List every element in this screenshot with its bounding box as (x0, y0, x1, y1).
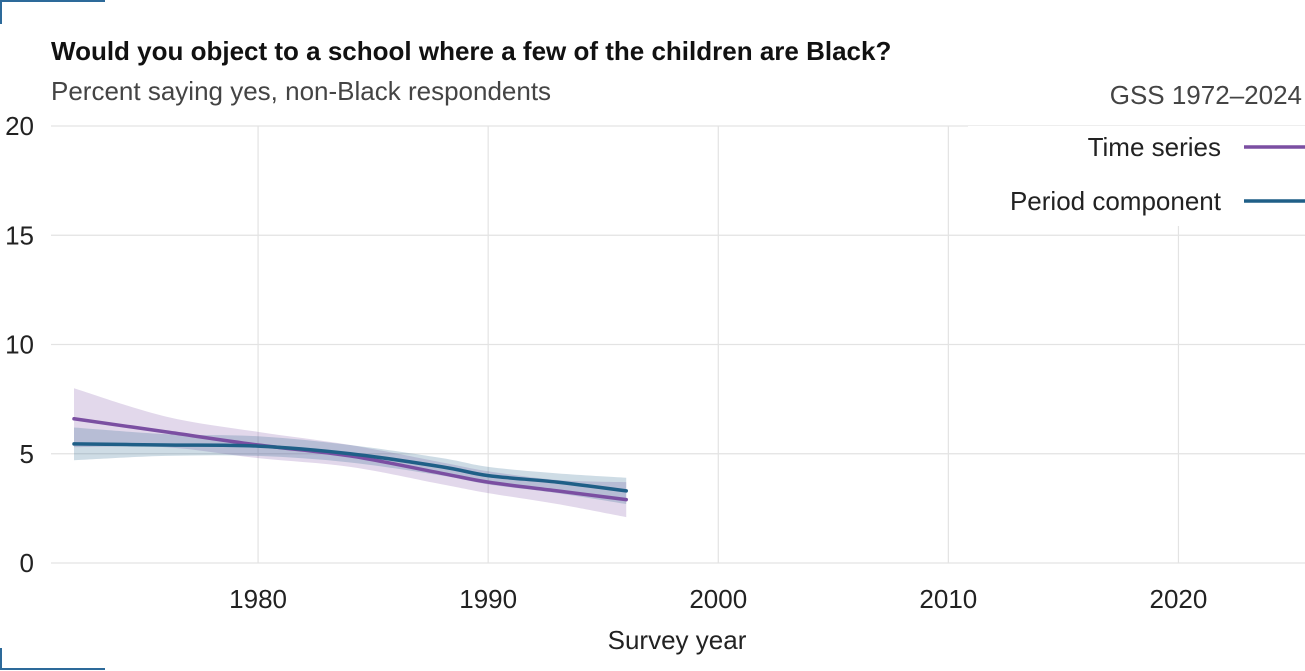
x-tick-label-2000: 2000 (689, 584, 747, 614)
legend-title: GSS 1972–2024 (1109, 80, 1302, 110)
line-series-0 (72, 417, 628, 502)
x-tick-label-1980: 1980 (229, 584, 287, 614)
corner-mark-bottom (0, 668, 105, 670)
corner-mark-bottom-left (0, 648, 2, 670)
grid (51, 125, 1305, 564)
corner-mark-top (0, 0, 105, 2)
corner-mark-top-left (0, 0, 2, 24)
x-tick-label-2010: 2010 (919, 584, 977, 614)
line-series-1 (72, 442, 628, 493)
x-tick-label-1990: 1990 (459, 584, 517, 614)
y-tick-label-0: 0 (20, 548, 34, 578)
x-axis-label: Survey year (608, 625, 747, 655)
y-tick-label-20: 20 (5, 111, 34, 141)
x-tick-label-2020: 2020 (1150, 584, 1208, 614)
legend-background (968, 126, 1305, 226)
y-tick-label-10: 10 (5, 330, 34, 360)
series-lines (72, 417, 628, 502)
y-tick-label-15: 15 (5, 220, 34, 250)
y-tick-labels: 0 5 10 15 20 (5, 111, 34, 578)
legend-label-0: Time series (1088, 132, 1221, 162)
chart-subtitle: Percent saying yes, non-Black respondent… (51, 76, 552, 106)
chart-title: Would you object to a school where a few… (51, 36, 892, 66)
legend: Time series Period component (968, 126, 1305, 226)
x-tick-labels: 1980 1990 2000 2010 2020 (229, 584, 1207, 614)
y-tick-label-5: 5 (20, 439, 34, 469)
legend-label-1: Period component (1010, 186, 1222, 216)
